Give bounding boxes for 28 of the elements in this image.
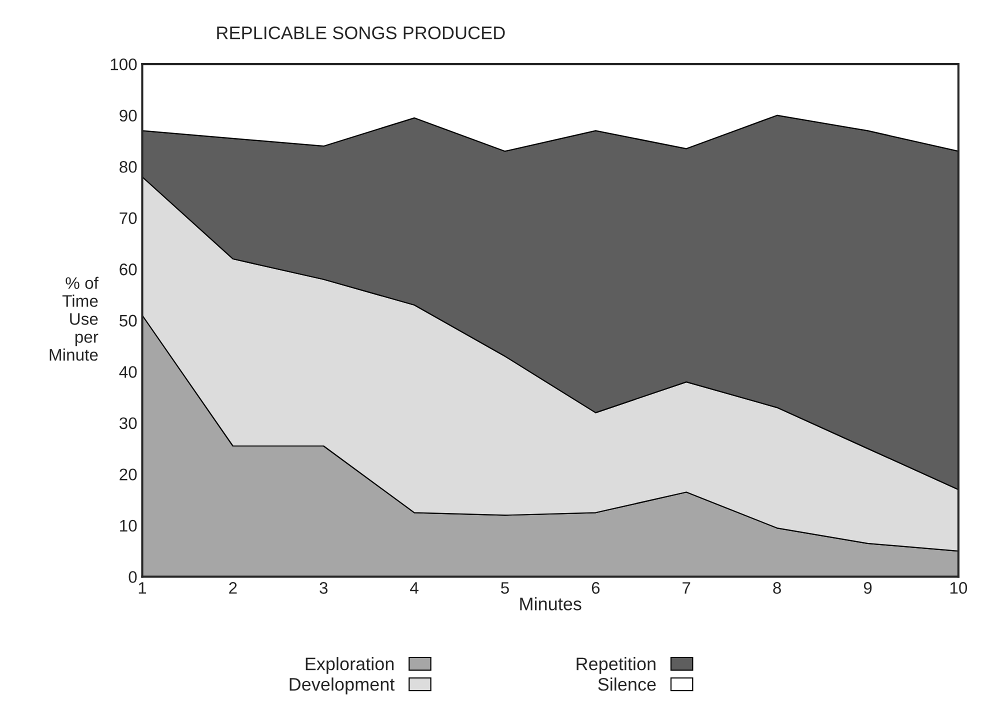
x-tick-label: 5 bbox=[501, 582, 509, 594]
y-tick-label: 90 bbox=[120, 110, 137, 122]
y-tick-label: 0 bbox=[128, 571, 137, 583]
x-tick-label: 10 bbox=[950, 582, 968, 594]
y-axis-title: % of Time Use per Minute bbox=[50, 276, 98, 361]
chart-title: REPLICABLE SONGS PRODUCED bbox=[217, 26, 505, 40]
x-tick-label: 2 bbox=[229, 582, 237, 594]
legend-label: Exploration bbox=[306, 657, 394, 674]
x-tick-label: 3 bbox=[320, 582, 328, 594]
y-tick-label: 60 bbox=[120, 264, 137, 276]
y-tick-label: 100 bbox=[110, 58, 137, 70]
y-tick-label: 80 bbox=[120, 161, 137, 173]
y-tick-label: 50 bbox=[120, 314, 137, 327]
y-tick-label: 30 bbox=[119, 417, 137, 430]
legend-label: Silence bbox=[598, 677, 656, 691]
y-tick-label: 10 bbox=[120, 520, 137, 532]
legend-label: Development bbox=[290, 677, 395, 694]
x-tick-label: 8 bbox=[773, 582, 781, 594]
y-tick-label: 20 bbox=[120, 468, 137, 480]
legend-label: Repetition bbox=[576, 657, 656, 674]
x-tick-label: 9 bbox=[864, 582, 872, 594]
x-axis-title: Minutes bbox=[520, 597, 582, 610]
y-tick-label: 40 bbox=[119, 366, 137, 378]
x-tick-label: 7 bbox=[682, 582, 690, 594]
x-tick-label: 6 bbox=[592, 582, 600, 594]
x-tick-label: 1 bbox=[138, 582, 146, 594]
y-tick-label: 70 bbox=[120, 212, 137, 224]
x-tick-label: 4 bbox=[410, 582, 418, 594]
